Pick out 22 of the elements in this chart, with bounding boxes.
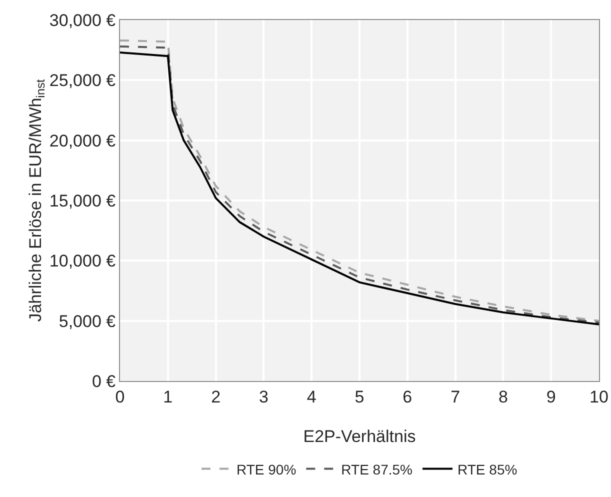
y-tick-label: 20,000 € bbox=[49, 131, 116, 150]
x-tick-label: 4 bbox=[306, 387, 316, 406]
x-tick-label: 6 bbox=[402, 387, 412, 406]
legend-label: RTE 85% bbox=[458, 461, 518, 478]
legend-label: RTE 87.5% bbox=[341, 461, 413, 478]
y-tick-label: 0 € bbox=[92, 372, 116, 391]
x-tick-label: 5 bbox=[354, 387, 364, 406]
y-tick-label: 30,000 € bbox=[49, 10, 116, 30]
x-tick-label: 10 bbox=[590, 387, 608, 406]
y-tick-label: 15,000 € bbox=[49, 191, 116, 210]
x-tick-label: 9 bbox=[546, 387, 556, 406]
y-tick-label: 25,000 € bbox=[49, 71, 116, 90]
x-axis-title: E2P-Verhältnis bbox=[303, 427, 416, 446]
x-tick-label: 7 bbox=[450, 387, 460, 406]
x-tick-label: 3 bbox=[258, 387, 268, 406]
y-tick-label: 10,000 € bbox=[49, 252, 116, 271]
x-tick-label: 0 bbox=[115, 387, 125, 406]
y-tick-label: 5,000 € bbox=[58, 312, 116, 331]
x-tick-label: 1 bbox=[163, 387, 173, 406]
x-tick-label: 2 bbox=[211, 387, 221, 406]
legend-label: RTE 90% bbox=[236, 461, 296, 478]
x-tick-label: 8 bbox=[498, 387, 508, 406]
